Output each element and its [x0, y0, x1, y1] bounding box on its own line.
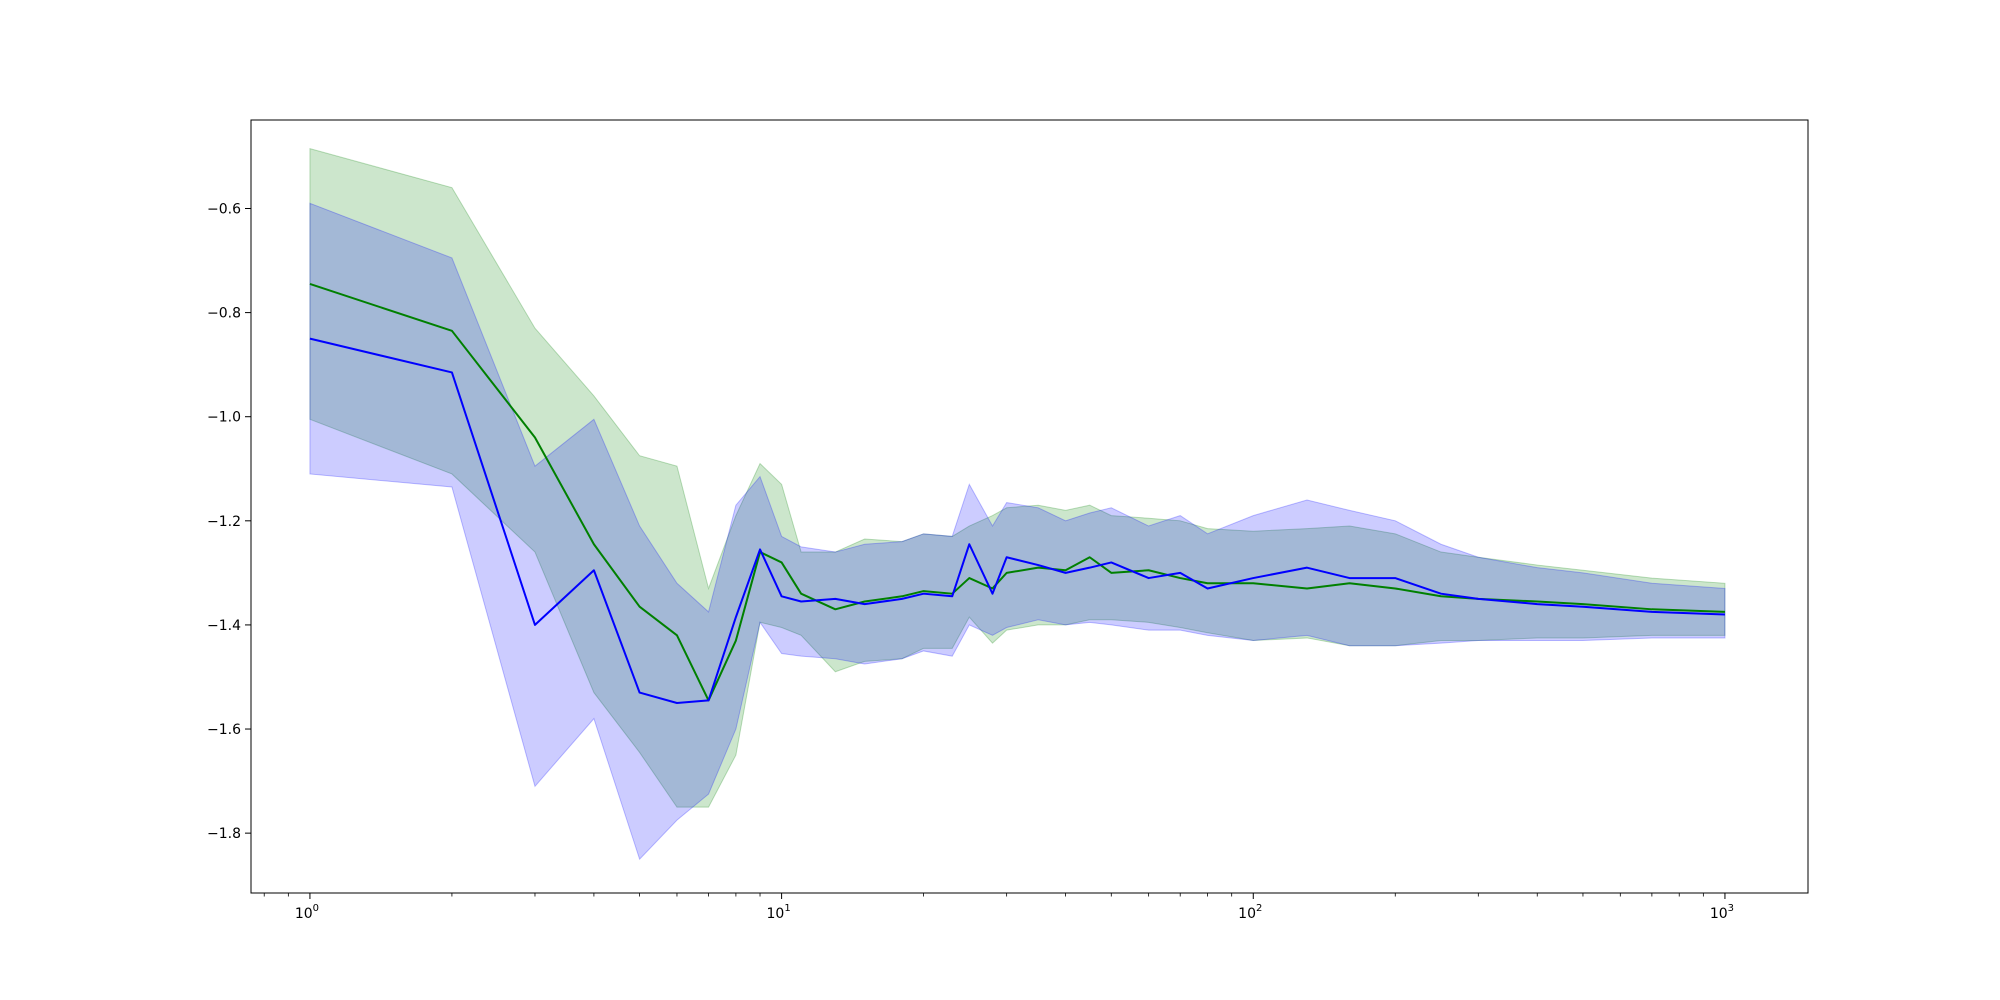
y-tick-label: −1.0: [207, 410, 241, 426]
y-tick-label: −1.8: [207, 826, 241, 842]
y-tick-label: −1.4: [207, 618, 241, 634]
series-lines: [309, 283, 1725, 704]
y-axis: −0.6 −0.8 −1.0 −1.2 −1.4 −1.6 −1.8: [207, 201, 251, 842]
x-axis: 100 101 102 103: [263, 893, 1734, 922]
series-1-line: [309, 283, 1725, 702]
y-tick-label: −0.8: [207, 306, 241, 322]
y-tick-label: −0.6: [207, 201, 241, 217]
y-tick-label: −1.2: [207, 514, 241, 530]
x-tick-label: 101: [766, 903, 790, 922]
series-1-band: [309, 147, 1726, 808]
x-tick-label: 103: [1710, 903, 1734, 922]
y-tick-label: −1.6: [207, 722, 241, 738]
series-2-line: [309, 337, 1725, 704]
x-tick-label: 100: [295, 903, 319, 922]
series-2-band: [309, 202, 1726, 861]
confidence-bands: [309, 147, 1726, 861]
plot-frame: [250, 119, 1809, 894]
x-tick-label: 102: [1238, 903, 1262, 922]
